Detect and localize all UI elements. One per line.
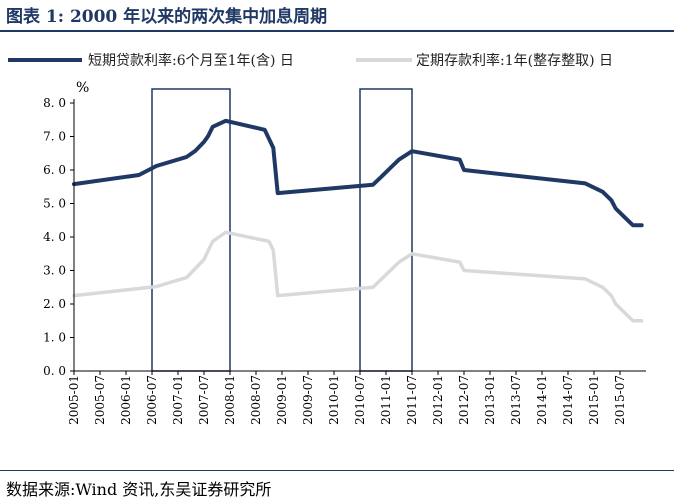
y-tick-label: 7. 0 xyxy=(43,130,66,144)
source-divider xyxy=(0,470,674,471)
y-tick-label: 5. 0 xyxy=(43,197,66,211)
x-tick-label: 2010-01 xyxy=(327,375,341,425)
y-axis-ticks: 0. 0 1. 0 2. 0 3. 0 4. 0 5. 0 6. 0 7. 0 8. 0 xyxy=(43,96,74,378)
title-divider xyxy=(0,30,674,32)
x-tick-label: 2008-01 xyxy=(223,375,237,425)
x-tick-label: 2014-01 xyxy=(535,375,549,425)
rate-line-chart: 短期贷款利率:6个月至1年(含) 日 定期存款利率:1年(整存整取) 日 % 0… xyxy=(8,52,646,425)
y-tick-label: 3. 0 xyxy=(43,264,66,278)
series-line-deposit-rate xyxy=(72,230,644,323)
x-tick-label: 2015-07 xyxy=(613,375,627,425)
series-lines xyxy=(72,118,644,323)
x-tick-label: 2013-07 xyxy=(509,375,523,425)
x-tick-label: 2006-07 xyxy=(145,375,159,425)
y-tick-label: 0. 0 xyxy=(43,364,66,378)
x-tick-label: 2011-01 xyxy=(379,375,393,425)
x-tick-label: 2007-01 xyxy=(171,375,185,425)
x-axis-ticks: 2005-01 2005-07 2006-01 2006-07 2007-01 2007-… xyxy=(67,371,627,425)
figure-title: 图表 1: 2000 年以来的两次集中加息周期 xyxy=(6,7,328,27)
x-tick-label: 2009-07 xyxy=(301,375,315,425)
y-tick-label: 2. 0 xyxy=(43,297,66,311)
legend-label-loan-rate: 短期贷款利率:6个月至1年(含) 日 xyxy=(88,52,294,69)
x-tick-label: 2011-07 xyxy=(405,375,419,425)
series-line-loan-rate xyxy=(72,118,644,228)
x-tick-label: 2012-07 xyxy=(457,375,471,425)
chart-legend: 短期贷款利率:6个月至1年(含) 日 定期存款利率:1年(整存整取) 日 xyxy=(8,52,613,69)
x-tick-label: 2007-07 xyxy=(197,375,211,425)
x-tick-label: 2005-07 xyxy=(93,375,107,425)
highlight-boxes xyxy=(151,88,413,372)
x-tick-label: 2013-01 xyxy=(483,375,497,425)
y-tick-label: 4. 0 xyxy=(43,230,66,244)
highlight-box-2 xyxy=(359,88,413,372)
x-tick-label: 2009-01 xyxy=(275,375,289,425)
y-tick-label: 8. 0 xyxy=(43,96,66,110)
y-tick-label: 1. 0 xyxy=(43,331,66,345)
x-tick-label: 2014-07 xyxy=(561,375,575,425)
y-axis-unit-label: % xyxy=(76,80,89,96)
x-tick-label: 2012-01 xyxy=(431,375,445,425)
x-tick-label: 2010-07 xyxy=(353,375,367,425)
x-tick-label: 2006-01 xyxy=(119,375,133,425)
legend-label-deposit-rate: 定期存款利率:1年(整存整取) 日 xyxy=(416,52,613,69)
x-tick-label: 2008-07 xyxy=(249,375,263,425)
x-tick-label: 2005-01 xyxy=(67,375,81,425)
y-tick-label: 6. 0 xyxy=(43,163,66,177)
highlight-box-1 xyxy=(151,88,231,372)
data-source-note: 数据来源:Wind 资讯,东吴证券研究所 xyxy=(6,480,272,499)
x-tick-label: 2015-01 xyxy=(587,375,601,425)
